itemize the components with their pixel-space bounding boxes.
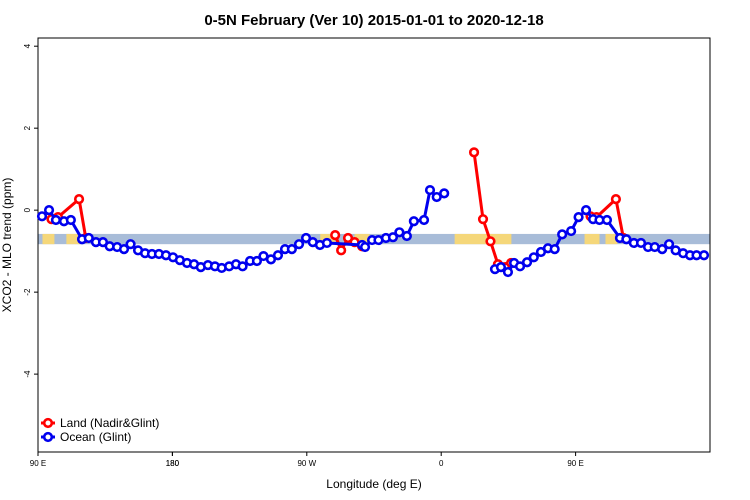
data-point	[514, 261, 526, 272]
data-point	[73, 193, 85, 205]
data-point	[359, 241, 371, 253]
data-point	[65, 214, 76, 226]
land-band	[584, 233, 600, 245]
data-point	[251, 255, 263, 267]
data-point	[521, 257, 533, 268]
land-band	[66, 233, 82, 245]
data-point	[387, 232, 399, 243]
data-point	[657, 243, 668, 255]
y-axis-label: XCO2 - MLO trend (ppm)	[0, 178, 14, 313]
x-tick-label: 90 W	[297, 459, 316, 468]
x-tick-label: 180	[166, 459, 180, 468]
data-point	[401, 230, 412, 242]
legend-marker	[42, 431, 54, 443]
data-point	[663, 239, 675, 250]
x-tick-label: 180	[166, 459, 180, 468]
land-band	[42, 233, 55, 245]
data-point	[495, 262, 507, 273]
data-point	[330, 230, 341, 241]
data-point	[408, 216, 419, 227]
data-point	[621, 234, 632, 245]
data-point	[610, 193, 622, 205]
land-band	[454, 233, 512, 245]
data-point	[477, 214, 489, 225]
data-point	[485, 236, 496, 247]
data-point	[635, 237, 647, 249]
data-point	[557, 229, 568, 240]
data-point	[573, 212, 584, 223]
data-point	[502, 266, 514, 278]
series-line	[41, 186, 705, 275]
y-tick-label: -4	[23, 370, 32, 378]
data-point	[528, 252, 539, 263]
data-point	[272, 250, 284, 261]
data-point	[36, 211, 48, 222]
land-band	[354, 233, 370, 245]
data-point	[50, 214, 62, 226]
y-tick-label: 2	[23, 125, 32, 130]
x-tick-label: 90 E	[30, 459, 46, 468]
x-tick-label: 0	[439, 459, 444, 468]
plot-frame	[37, 37, 711, 453]
data-point	[125, 239, 136, 250]
data-point	[418, 214, 430, 226]
y-tick-label: 0	[23, 207, 32, 212]
chart-title: 0-5N February (Ver 10) 2015-01-01 to 202…	[204, 12, 543, 29]
land-band	[605, 233, 618, 245]
data-point	[698, 250, 710, 261]
data-point	[601, 214, 613, 226]
data-point	[237, 261, 248, 272]
data-point	[83, 232, 94, 244]
data-point	[118, 243, 130, 255]
data-point	[431, 191, 442, 203]
y-tick-label: 4	[23, 43, 32, 48]
legend-marker	[42, 417, 54, 429]
data-point	[286, 243, 297, 255]
data-point	[580, 205, 592, 216]
x-tick-label: 90 E	[567, 459, 583, 468]
data-point	[424, 184, 436, 196]
data-point	[439, 188, 450, 199]
x-axis-label: Longitude (deg E)	[326, 477, 421, 491]
data-point	[265, 254, 277, 265]
legend-label: Ocean (Glint)	[60, 430, 131, 444]
data-point	[321, 237, 333, 249]
y-tick-label: -2	[23, 288, 32, 296]
legend-label: Land (Nadir&Glint)	[60, 416, 159, 430]
data-point	[566, 225, 577, 237]
data-point	[43, 205, 55, 216]
data-point	[394, 227, 405, 238]
data-point	[549, 243, 560, 255]
data-point	[293, 239, 305, 250]
data-point	[468, 147, 480, 158]
data-point	[336, 245, 347, 256]
